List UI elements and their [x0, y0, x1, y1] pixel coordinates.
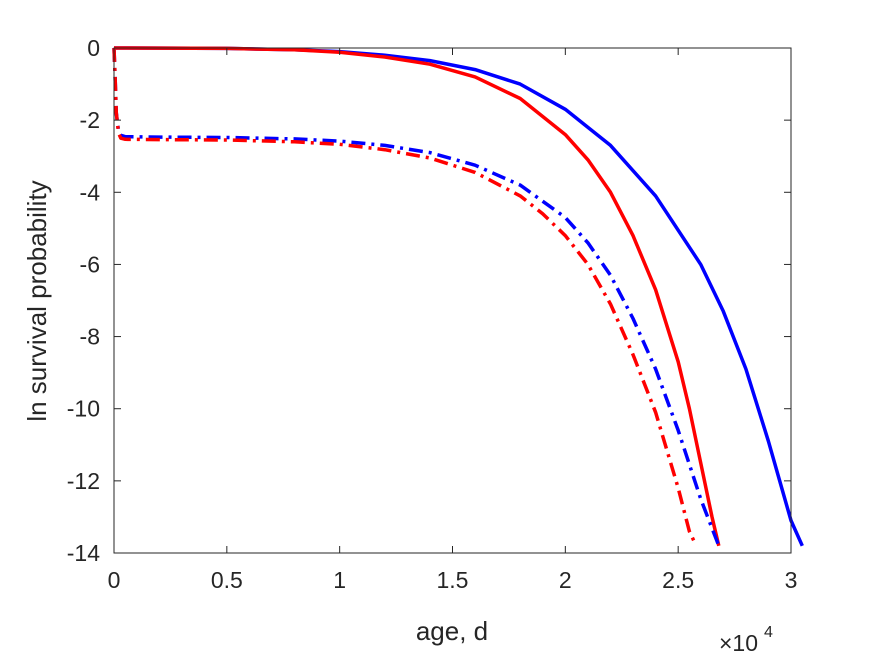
x-tick-label: 0.5: [211, 567, 243, 593]
y-tick-label: -8: [80, 324, 100, 350]
x-tick-label: 1.5: [437, 567, 469, 593]
x-tick-label: 1: [333, 567, 346, 593]
y-tick-label: -4: [80, 179, 101, 205]
series-line-3: [112, 47, 721, 547]
y-axis-label: ln survival probability: [22, 180, 52, 421]
x-exponent-label: ×10 4: [719, 624, 773, 656]
x-axis-label: age, d: [416, 616, 488, 646]
x-exponent-base: ×10: [719, 630, 758, 656]
tick-label-layer: 0 0.5 1 1.5 2 2.5 3 0 -2 -4 -6 -8 -10 -12 -14: [67, 35, 798, 593]
plot-background: [114, 48, 791, 553]
series-layer: [112, 46, 804, 547]
y-tick-label: -14: [67, 540, 100, 566]
x-tick-label: 0: [108, 567, 121, 593]
x-tick-label: 2.5: [662, 567, 694, 593]
y-tick-label: -10: [67, 396, 100, 422]
x-tick-label: 3: [785, 567, 798, 593]
x-exponent-power: 4: [764, 624, 773, 641]
series-line-4: [112, 47, 698, 547]
series-line-2: [113, 46, 721, 547]
y-tick-label: -6: [80, 251, 100, 277]
y-tick-label: 0: [87, 35, 100, 61]
tick-layer: [113, 47, 792, 554]
y-tick-label: -12: [67, 468, 100, 494]
y-tick-label: -2: [80, 107, 100, 133]
x-tick-label: 2: [559, 567, 572, 593]
